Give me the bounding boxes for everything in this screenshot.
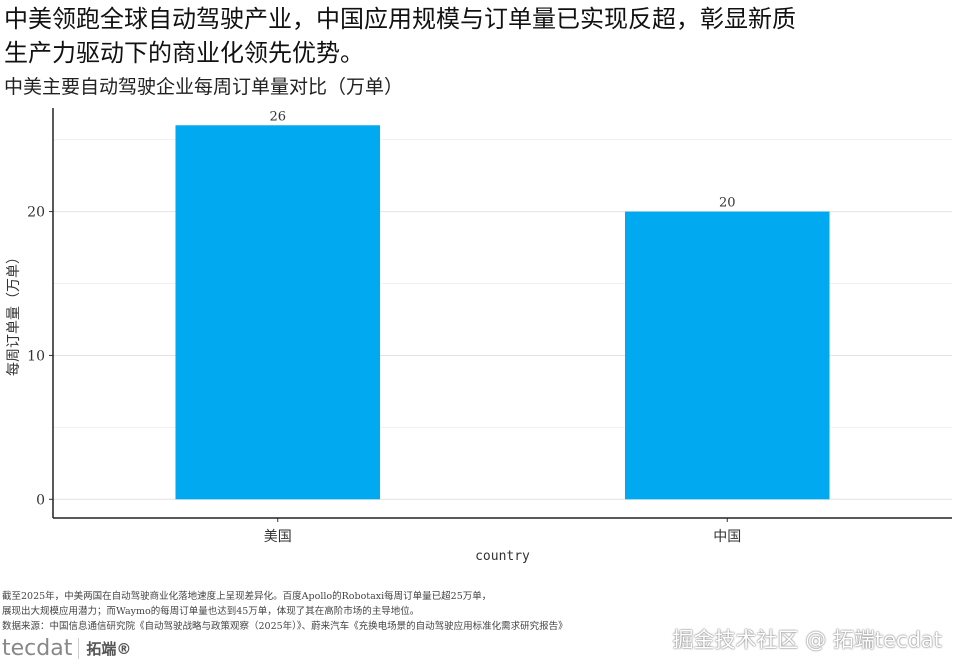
footer-line: 截至2025年，中美两国在自动驾驶商业化落地速度上呈现差异化。百度Apollo的…	[2, 591, 492, 602]
footer-source: 数据来源：中国信息通信研究院《自动驾驶战略与政策观察（2025年）》、蔚来汽车《…	[2, 621, 568, 632]
y-tick-label: 0	[36, 492, 45, 508]
footer-line: 展现出大规模应用潜力；而Waymo的每周订单量也达到45万单，体现了其在高阶市场…	[2, 606, 420, 617]
bar-chart: 26 美国 20 中国 0 10 20 country 每周订单量（万单）	[6, 108, 952, 564]
x-tick-label: 中国	[713, 529, 741, 545]
y-tick-label: 10	[27, 348, 45, 364]
data-label: 26	[269, 109, 286, 124]
tecdat-logo: tecdat 拓端®	[2, 636, 132, 661]
watermark: 掘金技术社区 @ 拓端tecdat	[672, 628, 942, 652]
chart-subtitle: 中美主要自动驾驶企业每周订单量对比（万单）	[4, 76, 404, 98]
y-tick-label: 20	[27, 205, 45, 221]
x-tick-label: 美国	[264, 529, 292, 545]
y-axis-title: 每周订单量（万单）	[6, 250, 22, 376]
bar	[624, 211, 830, 500]
x-axis-title: country	[475, 549, 530, 564]
bar	[175, 125, 381, 500]
data-label: 20	[719, 196, 736, 211]
chart-title: 中美领跑全球自动驾驶产业，中国应用规模与订单量已实现反超，彰显新质生产力驱动下的…	[4, 5, 796, 67]
footer-notes: 截至2025年，中美两国在自动驾驶商业化落地速度上呈现差异化。百度Apollo的…	[2, 589, 568, 634]
